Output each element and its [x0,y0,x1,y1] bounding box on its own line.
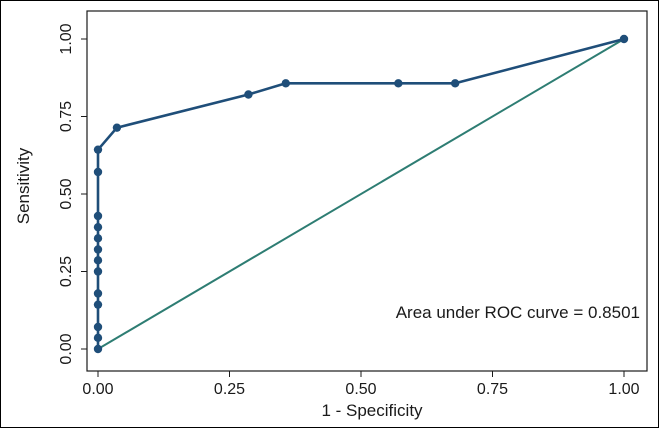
roc-point [93,289,103,298]
roc-point [281,79,290,88]
annotation-auc: Area under ROC curve = 0.8501 [396,303,640,322]
roc-point [93,267,103,276]
x-tick-label: 0.75 [477,381,508,398]
roc-point [394,79,403,88]
x-tick-label: 0.25 [214,381,245,398]
roc-point [93,222,103,232]
y-axis-ticks: 0.00 0.25 0.50 0.75 1.00 [58,23,87,365]
roc-point [93,344,103,354]
roc-point [93,245,103,254]
roc-point [619,34,629,44]
roc-point [244,90,253,99]
y-tick-label: 0.00 [58,333,75,364]
roc-point [450,79,460,88]
roc-point [112,123,122,132]
y-axis: 0.00 0.25 0.50 0.75 1.00 [58,11,88,371]
roc-point [93,322,103,332]
roc-curve-points [93,34,629,354]
y-tick-label: 0.25 [58,256,75,287]
x-axis-title: 1 - Specificity [321,401,423,420]
reference-diagonal-line [97,38,625,350]
x-axis-ticks: 0.00 0.25 0.50 0.75 1.00 [82,371,640,398]
y-tick-label: 0.75 [58,101,75,132]
roc-point [93,234,103,243]
roc-point [93,211,103,221]
y-tick-label: 0.50 [58,178,75,209]
x-tick-label: 1.00 [608,381,639,398]
roc-point [93,333,103,343]
x-axis: 0.00 0.25 0.50 0.75 1.00 [82,370,647,398]
y-tick-label: 1.00 [58,23,75,54]
roc-point [93,145,103,154]
roc-point [93,167,103,177]
x-tick-label: 0.50 [345,381,376,398]
roc-point [93,300,103,309]
roc-point [93,256,103,265]
y-axis-title: Sensitivity [14,147,33,224]
x-tick-label: 0.00 [82,381,113,398]
